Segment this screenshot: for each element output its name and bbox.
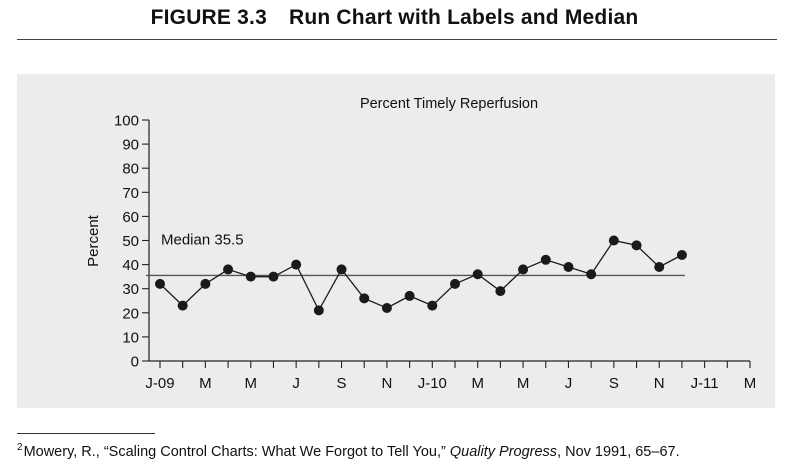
data-point [245,271,256,282]
title-divider [17,39,777,40]
x-tick-label: J-11 [691,375,719,392]
y-tick-label: 10 [122,329,139,346]
y-tick-label: 40 [122,257,139,274]
data-point [200,278,211,289]
y-axis-label: Percent [85,214,102,267]
x-tick-label: M [517,375,530,392]
x-tick-label: S [337,375,347,392]
data-point [313,305,324,316]
data-point [518,264,529,275]
x-tick-label: J [292,375,300,392]
data-point [359,293,370,304]
footnote-citation: , Nov 1991, 65–67. [557,444,680,460]
y-tick-label: 70 [122,185,139,202]
data-point [404,290,415,301]
y-tick-label: 0 [131,354,139,371]
chart-panel: Percent Timely Reperfusion Percent 0 10 20… [17,74,775,408]
run-chart: Percent Timely Reperfusion Percent 0 10 20… [85,96,756,393]
y-tick-label: 90 [122,137,139,154]
figure-number: FIGURE 3.3 [150,6,267,29]
data-point [381,302,392,313]
x-tick-label: J-10 [418,375,447,392]
axes: 0 10 20 30 40 50 60 70 80 90 100 J-09 M M J S N J-10 M M J S N… [114,113,756,393]
x-tick-label: M [744,375,757,392]
data-point [291,259,302,270]
data-point [472,269,483,280]
data-point [336,264,347,275]
figure-caption: Run Chart with Labels and Median [288,6,639,29]
data-point [495,286,506,297]
data-point [631,240,642,251]
footnote: 2Mowery, R., “Scaling Control Charts: Wh… [17,442,680,460]
footnote-journal: Quality Progress [449,444,558,460]
y-tick-label: 20 [122,305,139,322]
figure-title: FIGURE 3.3 Run Chart with Labels and Medi… [0,6,789,30]
footnote-text: Mowery, R., “Scaling Control Charts: Wha… [23,444,450,460]
data-point [608,235,619,246]
x-tick-label: M [199,375,212,392]
y-tick-label: 100 [114,113,139,130]
data-point [427,300,438,311]
y-tick-label: 30 [122,281,139,298]
data-point [586,269,597,280]
chart-title: Percent Timely Reperfusion [360,96,538,112]
data-point [177,300,188,311]
footnote-divider [17,433,155,434]
y-tick-label: 50 [122,233,139,250]
x-tick-label: N [382,375,393,392]
x-tick-label: N [654,375,665,392]
data-point [563,262,574,273]
x-tick-label: M [245,375,258,392]
data-point [155,278,165,289]
data-point [540,254,551,265]
x-tick-label: J [565,375,573,392]
footnote-marker: 2 [17,442,23,453]
data-point [450,278,460,289]
data-point [223,264,234,275]
x-tick-label: S [609,375,619,392]
median-label: Median 35.5 [161,232,244,249]
x-tick-label: J-09 [145,375,174,392]
x-tick-label: M [471,375,484,392]
data-point [676,249,687,260]
y-tick-label: 80 [122,161,139,178]
series [155,235,687,316]
data-point [268,271,279,282]
y-tick-label: 60 [122,209,139,226]
data-point [654,262,665,273]
